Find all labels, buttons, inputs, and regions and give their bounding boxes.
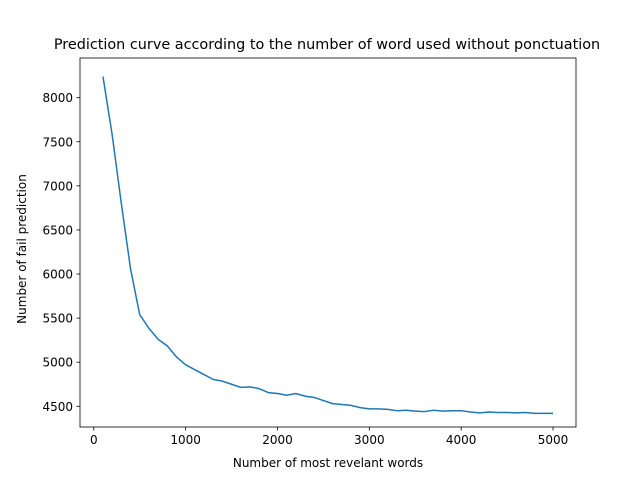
y-tick-label: 7500	[42, 135, 73, 149]
x-axis-label: Number of most revelant words	[233, 456, 423, 470]
y-axis: 4500 5000 5500 6000 6500 7000 7500 8000	[42, 91, 80, 414]
chart-title: Prediction curve according to the number…	[54, 37, 600, 53]
x-tick-label: 3000	[354, 433, 385, 447]
x-tick-label: 5000	[538, 433, 569, 447]
x-tick-label: 2000	[262, 433, 293, 447]
y-tick-label: 5000	[42, 356, 73, 370]
y-tick-label: 6500	[42, 223, 73, 237]
x-axis: 0 1000 2000 3000 4000 5000	[90, 427, 568, 447]
x-tick-label: 4000	[446, 433, 477, 447]
y-tick-label: 4500	[42, 400, 73, 414]
y-tick-label: 7000	[42, 179, 73, 193]
y-axis-label: Number of fail prediction	[15, 174, 29, 324]
x-tick-label: 1000	[170, 433, 201, 447]
x-tick-label: 0	[90, 433, 98, 447]
y-tick-label: 6000	[42, 268, 73, 282]
series-line	[102, 76, 554, 415]
y-tick-label: 5500	[42, 312, 73, 326]
plot-frame	[79, 57, 577, 428]
y-tick-label: 8000	[42, 91, 73, 105]
